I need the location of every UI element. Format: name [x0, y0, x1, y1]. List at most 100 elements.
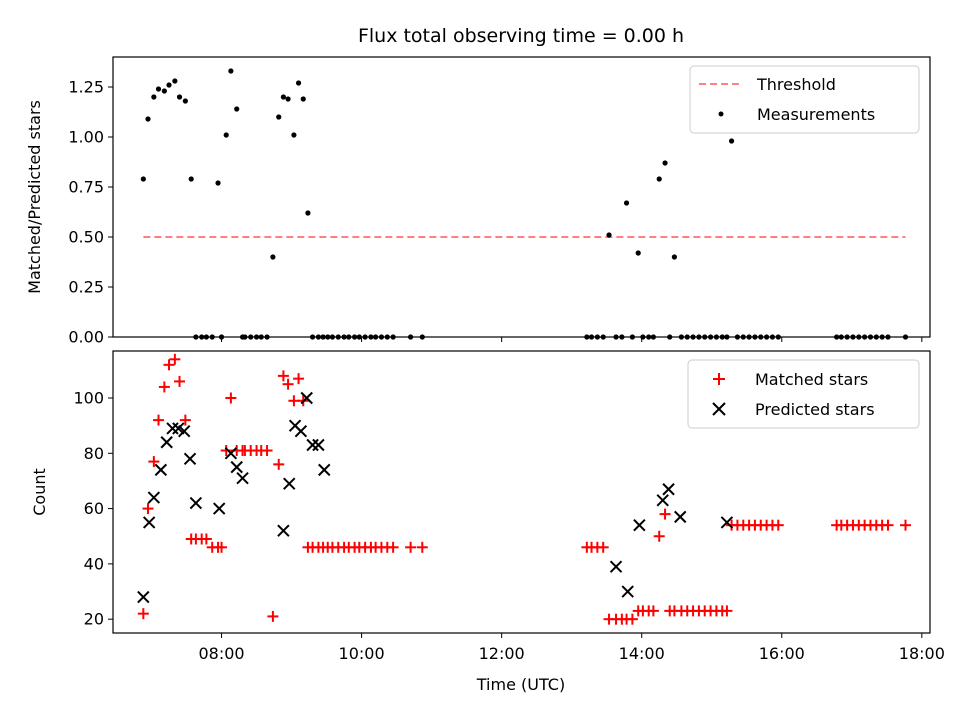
- matched-star-point: [277, 370, 289, 382]
- predicted-star-stroke: [288, 419, 302, 432]
- predicted-star-point: [621, 585, 634, 598]
- measurements-legend-swatch: [718, 111, 724, 117]
- matched-legend-swatch: [713, 373, 725, 385]
- matched-star-point: [653, 530, 665, 542]
- predicted-star-point: [609, 560, 623, 573]
- predicted-star-point: [183, 452, 197, 466]
- matched-legend-label: Matched stars: [755, 370, 868, 389]
- measurement-point: [671, 254, 677, 260]
- x-tick-label: 16:00: [759, 644, 805, 663]
- measurement-point: [172, 78, 178, 84]
- predicted-star-point: [236, 471, 249, 485]
- predicted-star-stroke: [154, 463, 168, 477]
- x-tick-label: 10:00: [339, 644, 385, 663]
- predicted-star-stroke: [306, 438, 319, 452]
- matched-star-point: [220, 445, 232, 457]
- count-legend-box: [687, 359, 920, 429]
- predicted-star-point: [166, 422, 179, 435]
- x-tick-label: 14:00: [619, 644, 665, 663]
- predicted-star-point: [230, 460, 243, 474]
- ratio-panel-ticks: 0.00 0.25 0.50 0.75 1.00 1.25: [68, 78, 923, 347]
- ratio-y-tick-label: 0.75: [68, 178, 104, 197]
- predicted-star-point: [137, 590, 150, 604]
- predicted-star-stroke: [213, 502, 226, 515]
- predicted-star-point: [662, 483, 675, 496]
- matched-star-point: [137, 608, 149, 620]
- matched-star-point: [225, 392, 237, 404]
- matched-star-point: [142, 503, 154, 515]
- matched-star-point: [148, 456, 160, 468]
- predicted-star-point: [213, 502, 226, 515]
- measurement-point: [623, 200, 630, 206]
- predicted-star-stroke: [224, 447, 238, 460]
- ratio-y-tick-label: 1.25: [68, 78, 104, 97]
- ratio-legend: Threshold Measurements: [689, 65, 920, 134]
- matched-star-point: [179, 414, 191, 426]
- predicted-star-point: [306, 438, 319, 452]
- count-legend: Matched stars Predicted stars: [687, 359, 920, 429]
- predicted-star-stroke: [183, 452, 197, 466]
- predicted-star-point: [300, 391, 313, 405]
- matched-star-point: [647, 605, 659, 617]
- count-y-tick-label: 20: [84, 610, 104, 629]
- matched-star-point: [772, 519, 784, 531]
- matched-star-point: [882, 519, 894, 531]
- predicted-star-point: [283, 477, 296, 490]
- ratio-panel-frame: [112, 56, 931, 338]
- predicted-star-stroke: [147, 491, 161, 504]
- ratio-y-tick-label: 0.00: [68, 328, 104, 347]
- predicted-star-stroke: [283, 477, 296, 490]
- measurement-point: [140, 176, 146, 182]
- ratio-panel-marks: [140, 68, 909, 340]
- predicted-legend-label: Predicted stars: [755, 400, 875, 419]
- measurement-point: [285, 96, 291, 102]
- predicted-star-stroke: [294, 424, 308, 438]
- predicted-star-stroke: [137, 590, 150, 604]
- measurement-point: [728, 138, 735, 144]
- measurement-point: [276, 114, 282, 120]
- predicted-star-point: [224, 447, 238, 460]
- measurement-point: [223, 132, 229, 138]
- count-y-tick-label: 100: [73, 389, 104, 408]
- predicted-star-point: [656, 494, 669, 507]
- x-tick-label: 12:00: [479, 644, 525, 663]
- measurement-point: [228, 68, 234, 74]
- matched-star-point: [163, 359, 175, 371]
- predicted-star-stroke: [609, 560, 623, 573]
- predicted-star-stroke: [236, 471, 249, 485]
- count-panel-frame: [112, 350, 931, 634]
- ratio-y-tick-label: 1.00: [68, 128, 104, 147]
- count-panel: 08:00 10:00 12:00 14:00 16:00 18:00 20 40 60 80 10…: [30, 350, 945, 694]
- count-y-tick-label: 40: [84, 554, 104, 573]
- measurement-point: [295, 80, 302, 86]
- matched-star-point: [288, 395, 300, 407]
- predicted-star-stroke: [300, 391, 313, 405]
- measurement-point: [161, 88, 167, 94]
- matched-star-point: [597, 541, 609, 553]
- x-tick-label: 18:00: [899, 644, 945, 663]
- predicted-star-point: [154, 463, 168, 477]
- predicted-star-point: [294, 424, 308, 438]
- matched-star-point: [153, 414, 165, 426]
- measurement-point: [176, 94, 183, 100]
- predicted-star-stroke: [160, 436, 173, 449]
- predicted-star-stroke: [142, 516, 156, 529]
- count-panel-ticks: 08:00 10:00 12:00 14:00 16:00 18:00 20 40 60 80 10…: [73, 389, 944, 664]
- ratio-legend-box: [689, 65, 920, 134]
- predicted-star-stroke: [656, 494, 669, 507]
- measurement-point: [606, 232, 612, 238]
- count-y-axis-label: Count: [30, 468, 49, 516]
- matched-star-point: [387, 541, 399, 553]
- matched-star-point: [293, 373, 305, 385]
- matched-star-point: [626, 613, 638, 625]
- matched-star-point: [174, 375, 186, 387]
- x-axis-label: Time (UTC): [476, 675, 565, 694]
- matched-star-point: [282, 378, 294, 390]
- measurement-point: [234, 106, 240, 112]
- predicted-star-point: [177, 424, 191, 438]
- matched-star-point: [267, 610, 279, 622]
- measurement-point: [280, 94, 287, 100]
- matched-star-point: [200, 533, 212, 545]
- measurement-point: [155, 86, 162, 92]
